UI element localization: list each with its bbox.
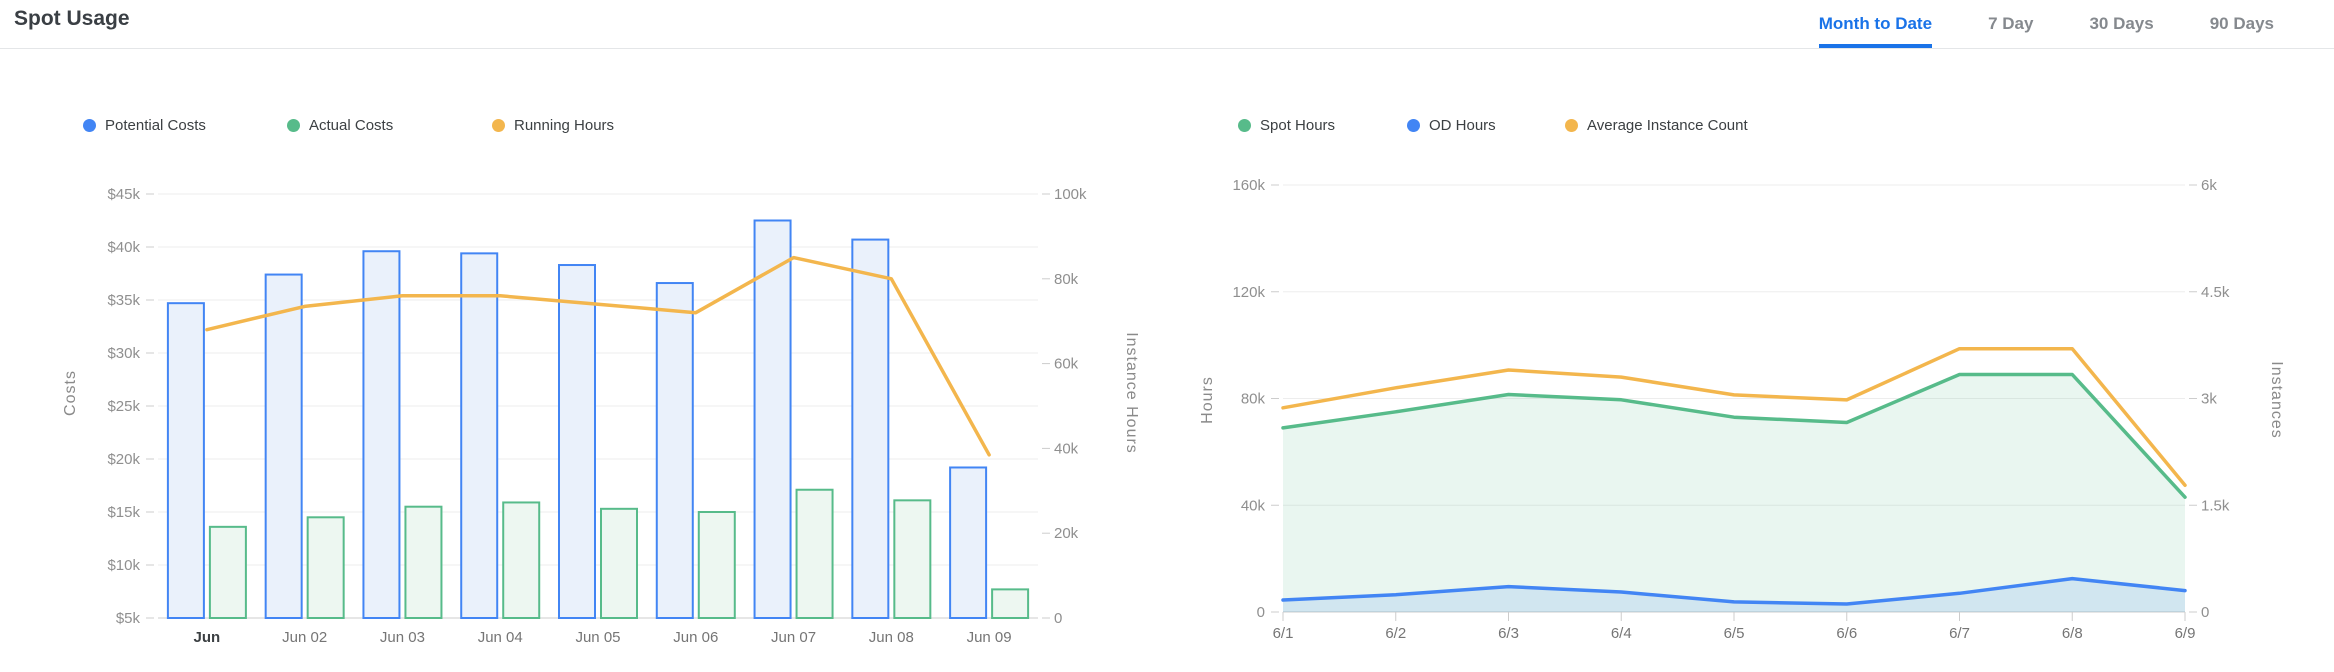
bar-actual-costs [208,525,247,619]
bar-actual-costs [404,505,443,620]
tab-7-day[interactable]: 7 Day [1988,14,2034,33]
x-axis-label: 6/9 [2175,625,2196,642]
x-axis-label: 6/1 [1273,625,1294,642]
y-axis-right-tick-label: 100k [1054,186,1087,203]
y-axis-left-tick-label: $45k [107,186,140,203]
legend-dot-actual-costs [287,118,300,132]
bar-potential-costs [362,250,401,620]
y-axis-left-tick-label: $20k [107,451,140,468]
bar-potential-costs [558,264,596,620]
legend-label: Average Instance Count [1587,116,1748,134]
area-spot-hours [1283,374,2185,612]
bar-potential-costs [264,273,303,619]
y-axis-right-tick-label: 0 [1054,610,1062,627]
legend-label: Actual Costs [309,116,394,134]
spot-od-hours-chart: 160k 120k 80k 40k 0 6k 4.5k 3k 1.5k 0 Hours Instanc… [1199,177,2285,642]
line-running-hours [205,255,991,457]
y-axis-left-tick-label: $25k [107,398,140,415]
bar-actual-costs [991,588,1030,620]
y-axis-left-tick-label: $10k [107,557,140,574]
y-axis-left-title: Hours [1199,376,1216,424]
y-axis-right-tick-label: 1.5k [2201,497,2230,514]
y-axis-right-title: Instances [2268,361,2285,438]
y-axis-left-tick-label: 0 [1257,604,1265,621]
x-axis-label: 6/5 [1724,625,1745,642]
x-axis-label: Jun 02 [282,629,327,646]
y-axis-right-tick-label: 20k [1054,525,1079,542]
legend-item-od-hours[interactable]: OD Hours [1407,115,1496,135]
y-axis-right-tick-label: 4.5k [2201,284,2230,301]
bar-actual-costs [306,516,345,619]
time-range-tabs: Month to Date 7 Day 30 Days 90 Days [1818,0,2274,48]
legend-item-potential-costs[interactable]: Potential Costs [83,115,206,135]
y-axis-right-tick-label: 60k [1054,356,1079,373]
bar-potential-costs [166,302,205,619]
bar-actual-costs [600,507,638,620]
y-axis-left-tick-label: $35k [107,292,140,309]
y-axis-right-tick-label: 40k [1054,440,1079,457]
tab-month-to-date[interactable]: Month to Date [1818,0,1933,48]
legend-label: Spot Hours [1260,116,1336,134]
page-header: Spot Usage Month to Date 7 Day 30 Days 90 D… [0,0,2334,49]
bar-actual-costs [697,511,736,619]
x-axis-label: Jun 05 [575,629,620,646]
tab-30-days[interactable]: 30 Days [2089,14,2154,33]
line-od-hours [1281,576,2187,606]
y-axis-left-tick-label: $40k [107,239,140,256]
legend-dot-average-instance-count [1565,118,1578,132]
page-title: Spot Usage [14,7,130,30]
x-axis-label: 6/3 [1498,625,1519,642]
bar-potential-costs [753,219,792,619]
x-axis-label: 6/7 [1949,625,1970,642]
y-axis-left-tick-label: 40k [1241,497,1266,514]
y-axis-left-tick-label: $5k [116,610,141,627]
costs-running-hours-chart: $45k $40k $35k $30k $25k $20k $15k $10k $5k 100k 8… [62,186,1140,646]
legend-dot-potential-costs [83,118,96,132]
y-axis-right-title: Instance Hours [1123,332,1140,454]
bar-potential-costs [949,466,988,620]
x-axis-label: 6/6 [1836,625,1857,642]
bar-actual-costs [795,488,834,619]
legend-item-average-instance-count[interactable]: Average Instance Count [1565,115,1748,135]
bar-potential-costs [460,252,499,620]
y-axis-left-tick-label: 160k [1232,177,1265,194]
bar-actual-costs [502,501,541,619]
bar-potential-costs [655,282,694,619]
y-axis-right-tick-label: 3k [2201,391,2217,408]
y-axis-left-tick-label: 80k [1241,391,1266,408]
bar-actual-costs [893,499,932,619]
x-axis-label: 6/8 [2062,625,2083,642]
x-axis-label: Jun 09 [967,629,1012,646]
y-axis-right-tick-label: 6k [2201,177,2217,194]
x-axis-label: Jun 07 [771,629,816,646]
legend-dot-od-hours [1407,118,1420,132]
legend-label: OD Hours [1429,116,1496,134]
y-axis-right-tick-label: 0 [2201,604,2209,621]
x-axis-label: Jun 03 [380,629,425,646]
x-axis-label: Jun [194,629,221,646]
x-axis-label: 6/4 [1611,625,1632,642]
y-axis-left-title: Costs [62,370,79,416]
y-axis-left-tick-label: $15k [107,504,140,521]
legend-item-running-hours[interactable]: Running Hours [492,115,614,135]
legend-dot-running-hours [492,118,505,132]
legend-item-actual-costs[interactable]: Actual Costs [287,115,393,135]
x-axis-label: Jun 06 [673,629,718,646]
line-average-instance-count [1281,346,2187,488]
y-axis-left-tick-label: 120k [1232,284,1265,301]
legend-label: Running Hours [514,116,615,134]
legend-label: Potential Costs [105,116,206,134]
bar-potential-costs [851,238,890,620]
legend-dot-spot-hours [1238,118,1251,132]
line-spot-hours [1281,372,2187,499]
x-axis-label: 6/2 [1385,625,1406,642]
tab-90-days[interactable]: 90 Days [2209,14,2274,33]
y-axis-right-tick-label: 80k [1054,271,1079,288]
x-axis-label: Jun 08 [869,629,914,646]
y-axis-left-tick-label: $30k [107,345,140,362]
legend-item-spot-hours[interactable]: Spot Hours [1238,115,1335,135]
x-axis-label: Jun 04 [478,629,523,646]
